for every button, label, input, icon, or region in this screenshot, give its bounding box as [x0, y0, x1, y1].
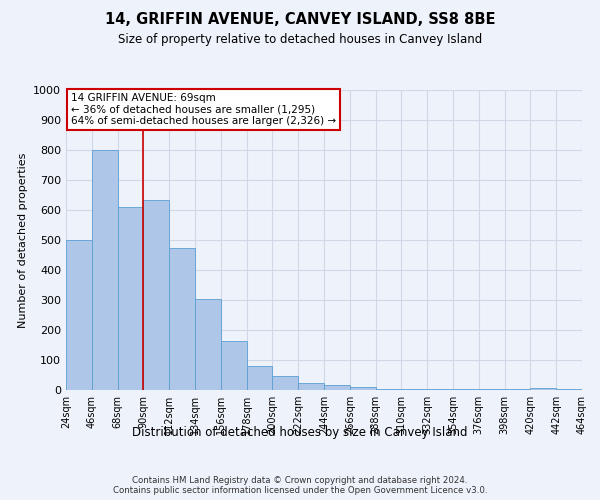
Bar: [118, 207, 143, 390]
Bar: [66, 240, 92, 390]
Bar: [169, 248, 195, 390]
Text: 14 GRIFFIN AVENUE: 69sqm
← 36% of detached houses are smaller (1,295)
64% of sem: 14 GRIFFIN AVENUE: 69sqm ← 36% of detach…: [71, 93, 336, 126]
Bar: [92, 150, 118, 390]
Text: Size of property relative to detached houses in Canvey Island: Size of property relative to detached ho…: [118, 32, 482, 46]
Bar: [350, 387, 376, 390]
Text: 14, GRIFFIN AVENUE, CANVEY ISLAND, SS8 8BE: 14, GRIFFIN AVENUE, CANVEY ISLAND, SS8 8…: [105, 12, 495, 28]
Bar: [272, 376, 298, 390]
Bar: [530, 388, 556, 390]
Bar: [324, 384, 350, 390]
Bar: [298, 382, 324, 390]
Bar: [143, 200, 169, 390]
Y-axis label: Number of detached properties: Number of detached properties: [17, 152, 28, 328]
Text: Distribution of detached houses by size in Canvey Island: Distribution of detached houses by size …: [132, 426, 468, 439]
Text: Contains HM Land Registry data © Crown copyright and database right 2024.
Contai: Contains HM Land Registry data © Crown c…: [113, 476, 487, 495]
Bar: [195, 298, 221, 390]
Bar: [221, 341, 247, 390]
Bar: [376, 388, 401, 390]
Bar: [247, 366, 272, 390]
